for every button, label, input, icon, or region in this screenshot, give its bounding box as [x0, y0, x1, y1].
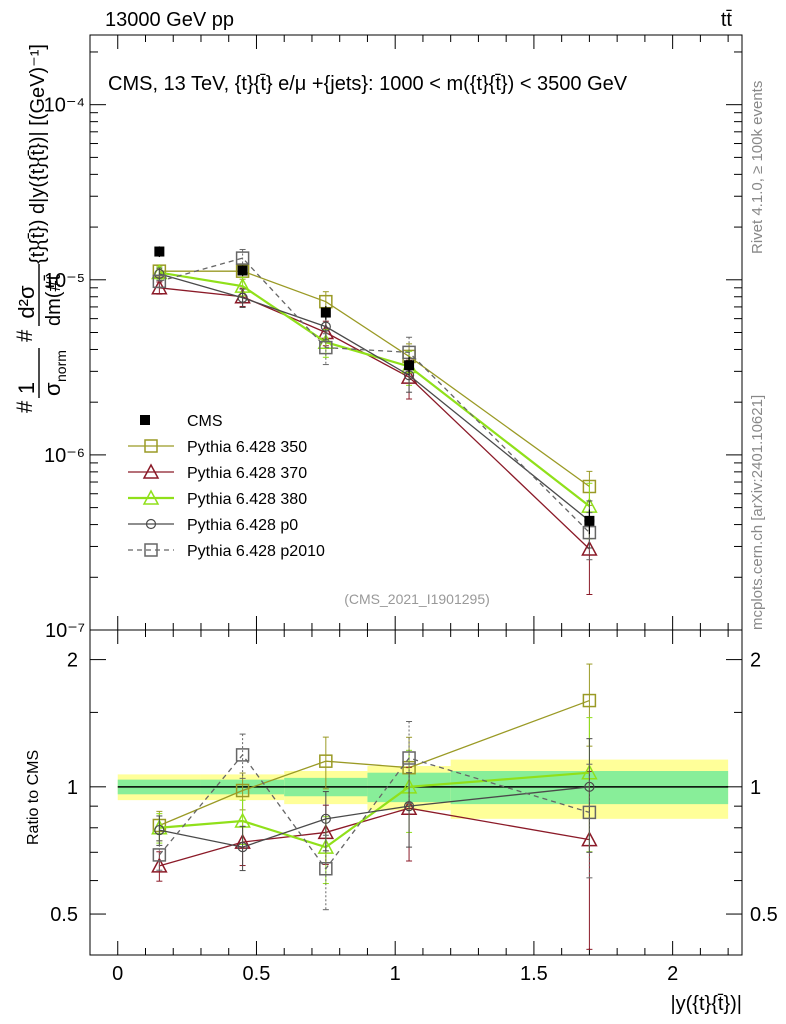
header-left-label: 13000 GeV pp — [105, 9, 234, 31]
series-ratio-point — [319, 754, 333, 768]
y-tick-label: 10⁻⁶ — [44, 445, 85, 467]
ratio-y-tick-label: 0.5 — [50, 904, 78, 926]
x-tick-label: 1.5 — [520, 963, 548, 985]
ratio-plot-frame — [89, 629, 743, 956]
legend-marker — [144, 439, 158, 453]
y-tick-label: 10⁻⁷ — [45, 620, 85, 642]
ratio-y-tick-label-right: 2 — [750, 650, 761, 672]
ratio-y-tick-label: 2 — [67, 650, 78, 672]
data-point — [320, 307, 331, 318]
series-ratio-point — [152, 848, 167, 862]
x-tick-label: 1 — [390, 963, 401, 985]
y-title-hash: # — [12, 400, 37, 413]
legend-label: Pythia 6.428 380 — [187, 491, 307, 508]
series-ratio-point — [402, 751, 416, 765]
mcplots-label: mcplots.cern.ch [arXiv:2401.10621] — [749, 395, 766, 630]
legend-label: Pythia 6.428 p2010 — [187, 543, 325, 560]
x-tick-label: 0 — [112, 963, 123, 985]
series-line — [159, 287, 590, 550]
series-ratio-point — [584, 781, 595, 792]
legend-marker — [144, 543, 158, 557]
rivet-version-label: Rivet 4.1.0, ≥ 100k events — [749, 81, 766, 254]
ratio-y-tick-label: 1 — [67, 777, 78, 799]
ratio-y-tick-label-right: 1 — [750, 777, 761, 799]
series-point — [319, 294, 333, 309]
legend-label-cms: CMS — [187, 413, 223, 430]
ratio-y-tick-label-right: 0.5 — [750, 904, 778, 926]
header-right-label: tt̄ — [721, 9, 733, 31]
series-ratio-point — [154, 824, 165, 836]
data-point — [154, 246, 165, 257]
series-point — [581, 540, 598, 556]
series-point — [319, 340, 333, 355]
series-point — [235, 251, 250, 265]
axis-ticks: 0 0.5 1 1.5 2 10⁻⁷ 10⁻⁶ 10⁻⁵ 10⁻⁴ 0.5 0.5 1 1 2 2 — [44, 35, 778, 985]
series-ratio-point — [320, 813, 331, 824]
series-ratio-point — [582, 693, 597, 708]
data-point — [237, 265, 248, 276]
y-title-rest: {t}{t̄}) d|y({t}{t̄})| [(GeV)⁻¹] — [27, 44, 49, 264]
series-point — [237, 292, 248, 303]
series-ratio-point — [235, 783, 250, 798]
ratio-y-axis-title: Ratio to CMS — [25, 750, 42, 845]
series-1 — [151, 279, 598, 950]
series-ratio-point — [235, 748, 250, 762]
y-title-frac2-num: d²σ — [14, 285, 39, 319]
series-ratio-point — [319, 861, 333, 876]
series-point — [152, 274, 167, 289]
series-point — [154, 268, 165, 280]
legend-marker — [142, 489, 160, 505]
x-tick-label: 0.5 — [243, 963, 271, 985]
legend-label: Pythia 6.428 350 — [187, 439, 307, 456]
series-ratio-point — [237, 842, 248, 853]
legend-marker — [145, 518, 157, 530]
ratio-uncertainty-bands — [117, 759, 729, 819]
mc-series — [151, 248, 598, 950]
y-title-hash-2: # — [12, 329, 37, 342]
plot-title: CMS, 13 TeV, {t}{t̄} e/μ +{jets}: 1000 <… — [108, 73, 628, 95]
y-title-frac2-den: dm(#t̄ — [43, 274, 65, 326]
series-ratio-point — [582, 805, 597, 820]
series-point — [320, 321, 331, 332]
series-point — [402, 345, 416, 360]
legend-marker — [142, 463, 160, 479]
y-title-frac1-den-sub: norm — [53, 350, 69, 382]
legend-label: Pythia 6.428 p0 — [187, 517, 298, 534]
y-tick-label: 10⁻⁵ — [44, 270, 85, 292]
legend: CMS Pythia 6.428 350 Pythia 6.428 370 Pythi… — [128, 413, 325, 560]
series-ratio-point — [151, 857, 168, 873]
cms-data — [154, 246, 595, 535]
y-tick-label: 10⁻⁴ — [44, 95, 85, 117]
y-title-frac1-den: σ — [40, 382, 65, 396]
analysis-watermark: (CMS_2021_I1901295) — [344, 591, 490, 607]
series-line — [159, 273, 590, 522]
main-plot-frame — [89, 34, 743, 631]
data-point — [404, 360, 415, 371]
x-tick-label: 2 — [667, 963, 678, 985]
y-title-frac1-num: 1 — [14, 382, 39, 394]
y-axis-title: # 1 σ norm # d²σ dm(#t̄ {t}{t̄}) d|y({t}… — [12, 44, 69, 413]
legend-marker-cms — [140, 415, 150, 425]
legend-label: Pythia 6.428 370 — [187, 465, 307, 482]
data-point — [584, 515, 595, 526]
x-axis-title: |y({t}{t̄})| — [670, 993, 742, 1015]
